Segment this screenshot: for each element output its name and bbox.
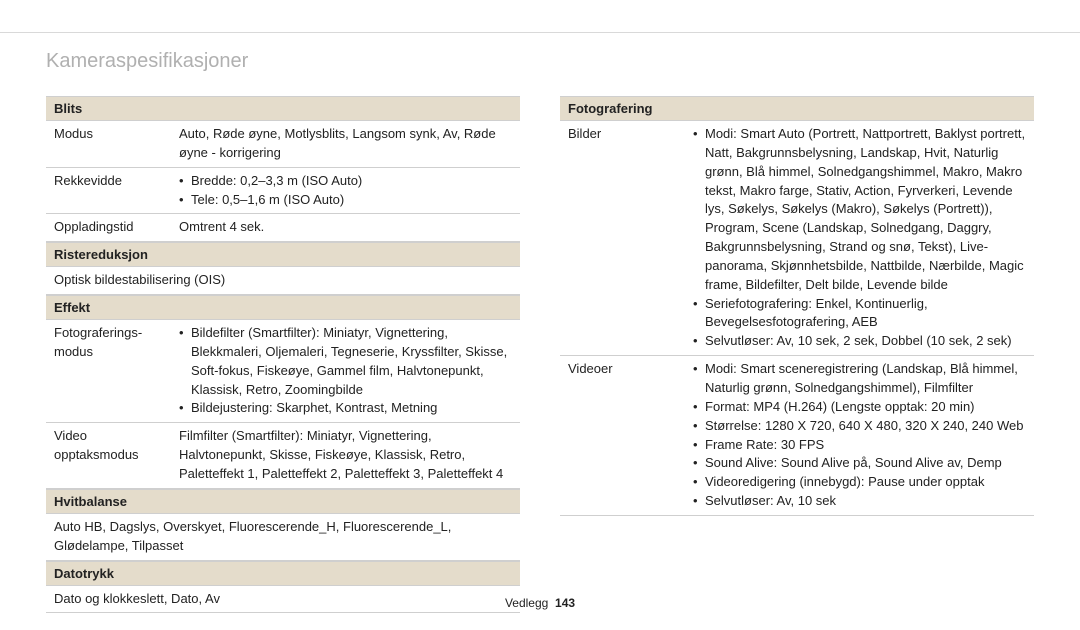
columns: Blits Modus Auto, Røde øyne, Motlysblits…	[46, 96, 1034, 613]
table-row: Oppladingstid Omtrent 4 sek.	[46, 214, 520, 242]
section-header-riste: Ristereduksjon	[46, 242, 520, 267]
row-label: Modus	[46, 121, 171, 167]
list-item: Bildefilter (Smartfilter): Miniatyr, Vig…	[179, 324, 512, 399]
left-column: Blits Modus Auto, Røde øyne, Motlysblits…	[46, 96, 520, 613]
row-label: Video opptaksmodus	[46, 423, 171, 489]
section-header-fotografering: Fotografering	[560, 96, 1034, 121]
row-label: Oppladingstid	[46, 214, 171, 242]
page-title: Kameraspesifikasjoner	[46, 50, 248, 73]
section-header-blits: Blits	[46, 96, 520, 121]
list-item: Selvutløser: Av, 10 sek, 2 sek, Dobbel (…	[693, 332, 1026, 351]
list-item: Størrelse: 1280 X 720, 640 X 480, 320 X …	[693, 417, 1026, 436]
list-item: Videoredigering (innebygd): Pause under …	[693, 473, 1026, 492]
list-item: Modi: Smart Auto (Portrett, Nattportrett…	[693, 125, 1026, 295]
row-value: Modi: Smart Auto (Portrett, Nattportrett…	[685, 121, 1034, 356]
row-label: Bilder	[560, 121, 685, 356]
row-value: Auto, Røde øyne, Motlysblits, Langsom sy…	[171, 121, 520, 167]
list-item: Tele: 0,5–1,6 m (ISO Auto)	[179, 191, 512, 210]
table-row: Video opptaksmodus Filmfilter (Smartfilt…	[46, 423, 520, 489]
row-value: Modi: Smart sceneregistrering (Landskap,…	[685, 356, 1034, 516]
list-item: Frame Rate: 30 FPS	[693, 436, 1026, 455]
list-item: Format: MP4 (H.264) (Lengste opptak: 20 …	[693, 398, 1026, 417]
table-row: Modus Auto, Røde øyne, Motlysblits, Lang…	[46, 121, 520, 167]
list-item: Bildejustering: Skarphet, Kontrast, Metn…	[179, 399, 512, 418]
hvit-text: Auto HB, Dagslys, Overskyet, Fluorescere…	[46, 514, 520, 561]
table-row: Videoer Modi: Smart sceneregistrering (L…	[560, 356, 1034, 516]
section-header-effekt: Effekt	[46, 295, 520, 320]
table-row: Fotograferings-modus Bildefilter (Smartf…	[46, 320, 520, 423]
list-item: Selvutløser: Av, 10 sek	[693, 492, 1026, 511]
row-label: Fotograferings-modus	[46, 320, 171, 423]
footer-label: Vedlegg	[505, 596, 548, 610]
row-label: Rekkevidde	[46, 167, 171, 214]
row-value: Omtrent 4 sek.	[171, 214, 520, 242]
right-column: Fotografering Bilder Modi: Smart Auto (P…	[560, 96, 1034, 613]
row-value: Filmfilter (Smartfilter): Miniatyr, Vign…	[171, 423, 520, 489]
list-item: Sound Alive: Sound Alive på, Sound Alive…	[693, 454, 1026, 473]
table-row: Rekkevidde Bredde: 0,2–3,3 m (ISO Auto) …	[46, 167, 520, 214]
section-header-hvit: Hvitbalanse	[46, 489, 520, 514]
fotografering-table: Bilder Modi: Smart Auto (Portrett, Nattp…	[560, 121, 1034, 516]
riste-text: Optisk bildestabilisering (OIS)	[46, 267, 520, 295]
top-rule	[0, 32, 1080, 33]
footer: Vedlegg 143	[0, 596, 1080, 610]
effekt-table: Fotograferings-modus Bildefilter (Smartf…	[46, 320, 520, 489]
page-number: 143	[555, 596, 575, 610]
row-label: Videoer	[560, 356, 685, 516]
blits-table: Modus Auto, Røde øyne, Motlysblits, Lang…	[46, 121, 520, 242]
list-item: Bredde: 0,2–3,3 m (ISO Auto)	[179, 172, 512, 191]
row-value: Bredde: 0,2–3,3 m (ISO Auto) Tele: 0,5–1…	[171, 167, 520, 214]
section-header-dato: Datotrykk	[46, 561, 520, 586]
row-value: Bildefilter (Smartfilter): Miniatyr, Vig…	[171, 320, 520, 423]
list-item: Modi: Smart sceneregistrering (Landskap,…	[693, 360, 1026, 398]
table-row: Bilder Modi: Smart Auto (Portrett, Nattp…	[560, 121, 1034, 356]
list-item: Seriefotografering: Enkel, Kontinuerlig,…	[693, 295, 1026, 333]
